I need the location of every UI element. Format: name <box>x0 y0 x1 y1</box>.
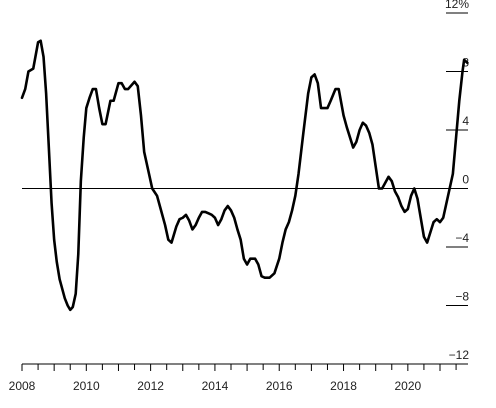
y-tick-label: 12% <box>445 0 469 11</box>
x-tick-label: 2008 <box>9 379 36 393</box>
series-group <box>20 39 469 312</box>
x-tick-label: 2018 <box>330 379 357 393</box>
y-tick-label: −12 <box>449 348 470 362</box>
y-axis: 12%840−4−8−12 <box>445 0 470 365</box>
y-tick-label: −4 <box>455 231 469 245</box>
x-tick-label: 2020 <box>394 379 421 393</box>
y-tick-label: 4 <box>462 114 469 128</box>
x-tick-label: 2014 <box>202 379 229 393</box>
y-tick-label: 0 <box>462 173 469 187</box>
series-line-0 <box>20 39 469 312</box>
x-axis: 2008 2010 2012 2014 2016 2018 2020 <box>9 363 468 393</box>
x-tick-label: 2010 <box>73 379 100 393</box>
x-tick-label: 2016 <box>266 379 293 393</box>
x-tick-label: 2012 <box>137 379 164 393</box>
y-tick-label: −8 <box>455 290 469 304</box>
